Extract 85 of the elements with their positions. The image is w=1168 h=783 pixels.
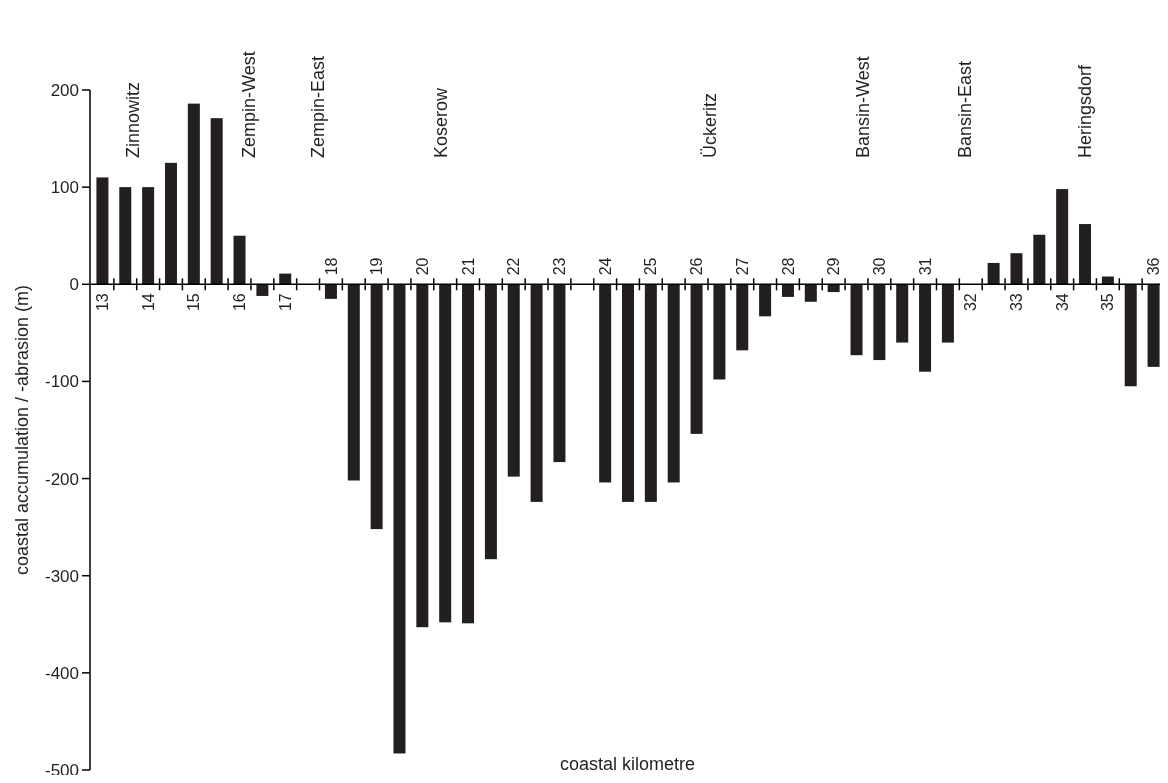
y-tick-label: -100 (44, 372, 79, 392)
annotation: Zempin-West (239, 51, 260, 158)
x-tick-label: 30 (870, 257, 888, 276)
bar (347, 284, 360, 481)
bar (324, 284, 337, 299)
x-tick-label: 13 (94, 293, 112, 312)
bar (256, 284, 269, 296)
bar (507, 284, 520, 477)
bar (210, 118, 223, 285)
x-tick-label: 29 (825, 257, 843, 276)
annotation: Heringsdorf (1074, 63, 1095, 158)
x-tick-label: 26 (688, 257, 706, 276)
bar (1010, 253, 1023, 285)
annotation: Ückeritz (699, 92, 720, 158)
x-tick-label: 36 (1145, 257, 1163, 276)
bar (827, 284, 840, 293)
bar (187, 103, 200, 285)
annotation: Bansin-West (853, 56, 874, 158)
x-tick-label: 25 (642, 257, 660, 276)
x-tick-label: 34 (1053, 293, 1071, 312)
bar (622, 284, 634, 502)
bar (1056, 189, 1069, 285)
x-tick-label: 20 (413, 257, 431, 276)
bar (736, 284, 749, 351)
y-tick-label: -300 (44, 566, 79, 586)
x-tick-label: 33 (1008, 293, 1026, 312)
x-tick-label: 18 (322, 257, 340, 276)
bar (713, 284, 726, 380)
bar (279, 273, 292, 285)
bar (370, 284, 383, 530)
bar (987, 262, 1000, 285)
y-tick-label: 100 (50, 178, 79, 198)
bar (873, 284, 886, 361)
x-tick-label: 35 (1099, 293, 1117, 312)
bar (759, 284, 772, 317)
x-tick-label: 32 (962, 293, 980, 312)
bar (850, 284, 863, 356)
x-tick-label: 15 (185, 293, 203, 312)
x-tick-label: 24 (596, 257, 614, 276)
x-tick-label: 22 (505, 257, 523, 276)
bar (484, 284, 497, 560)
x-tick-label: 17 (276, 293, 294, 312)
y-tick-label: 200 (50, 80, 79, 100)
bar (1033, 234, 1046, 285)
x-tick-label: 21 (459, 257, 477, 276)
bar (119, 187, 132, 285)
x-tick-label: 28 (779, 257, 797, 276)
bar (690, 284, 703, 434)
annotation: Zempin-East (308, 55, 329, 158)
y-tick-label: -200 (44, 469, 79, 489)
x-tick-label: 27 (733, 257, 751, 276)
bar (804, 284, 817, 302)
bar (896, 284, 909, 343)
x-axis-title: coastal kilometre (559, 754, 696, 774)
y-axis-title: coastal accumulation / -abrasion (m) (12, 284, 33, 576)
bar (1101, 276, 1114, 285)
bar (142, 187, 155, 285)
bar (941, 284, 954, 343)
bar (530, 284, 543, 502)
y-tick-label: 0 (69, 275, 79, 295)
bar (96, 177, 109, 285)
bar (599, 284, 612, 483)
bar (919, 284, 932, 372)
x-tick-label: 31 (916, 257, 934, 276)
x-tick-label: 16 (231, 293, 249, 312)
bar (781, 284, 794, 297)
annotation: Bansin-East (955, 60, 976, 158)
bar (553, 284, 566, 463)
bar (462, 284, 475, 624)
x-tick-label: 23 (551, 257, 569, 276)
annotation: Zinnowitz (123, 81, 144, 158)
bar (667, 284, 680, 483)
bar (1079, 224, 1092, 285)
bar (164, 162, 177, 285)
annotation: Koserow (430, 86, 451, 158)
y-tick-label: -400 (44, 663, 79, 683)
bar (393, 284, 406, 754)
x-tick-label: 14 (139, 293, 157, 312)
bar (439, 284, 452, 623)
bar (1124, 284, 1137, 387)
bar (1147, 284, 1160, 367)
bar (416, 284, 429, 628)
bar (644, 284, 657, 502)
x-tick-label: 19 (368, 257, 386, 276)
bar (233, 235, 246, 285)
